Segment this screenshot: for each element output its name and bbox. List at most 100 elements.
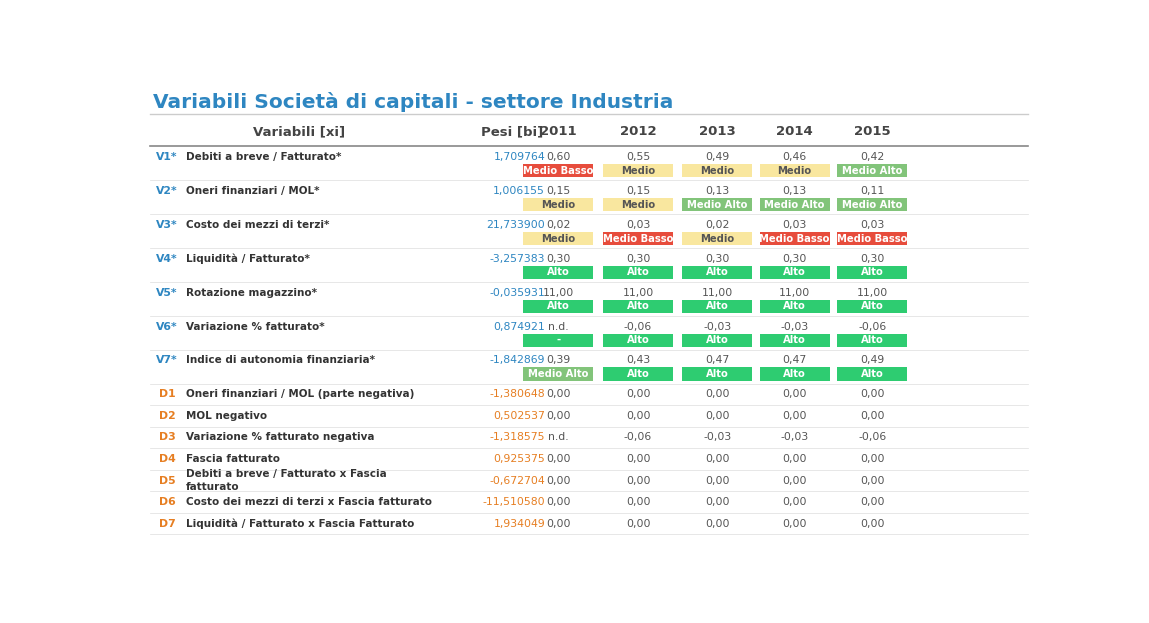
Text: Medio: Medio [700,166,734,176]
Text: 0,00: 0,00 [626,475,650,485]
Text: Alto: Alto [861,369,884,379]
Text: 0,00: 0,00 [704,389,730,399]
Text: -0,06: -0,06 [624,321,653,331]
Text: Medio Basso: Medio Basso [759,234,830,244]
Text: Variabili [xi]: Variabili [xi] [253,125,345,138]
Text: Alto: Alto [705,267,728,277]
Text: 0,39: 0,39 [546,356,570,366]
Text: Medio: Medio [620,199,655,210]
Bar [603,368,673,381]
Text: Medio Alto: Medio Alto [842,199,902,210]
Text: Alto: Alto [626,302,649,312]
Text: Alto: Alto [784,369,805,379]
Bar [603,232,673,245]
Text: 0,30: 0,30 [705,254,730,264]
Text: 11,00: 11,00 [702,288,733,298]
Text: n.d.: n.d. [548,432,569,442]
Text: D5: D5 [159,475,175,485]
Text: Medio Alto: Medio Alto [529,369,588,379]
Bar [683,300,751,313]
Text: D2: D2 [159,411,176,421]
Text: V7*: V7* [156,356,178,366]
Text: 0,00: 0,00 [859,497,885,507]
Text: 0,03: 0,03 [859,220,885,230]
Text: Debiti a breve / Fatturato*: Debiti a breve / Fatturato* [186,152,341,162]
Text: 0,30: 0,30 [859,254,885,264]
Text: Medio: Medio [620,166,655,176]
Text: D6: D6 [159,497,176,507]
Bar [683,368,751,381]
Text: Alto: Alto [705,302,728,312]
Text: Medio: Medio [541,199,576,210]
Text: 2013: 2013 [699,125,735,138]
Text: 0,00: 0,00 [782,497,807,507]
Text: V1*: V1* [156,152,178,162]
Text: 11,00: 11,00 [623,288,654,298]
Text: 0,13: 0,13 [782,186,807,196]
Text: 0,00: 0,00 [859,411,885,421]
Text: Alto: Alto [705,335,728,345]
Text: 0,03: 0,03 [782,220,807,230]
Text: 0,00: 0,00 [626,389,650,399]
Text: Medio: Medio [541,234,576,244]
Text: 0,00: 0,00 [546,497,571,507]
Bar [759,232,830,245]
Text: 0,11: 0,11 [859,186,885,196]
Text: Alto: Alto [861,335,884,345]
Text: 0,00: 0,00 [546,475,571,485]
Text: Medio Alto: Medio Alto [764,199,825,210]
Text: 0,15: 0,15 [626,186,650,196]
Text: Alto: Alto [784,335,805,345]
Text: Medio Alto: Medio Alto [687,199,747,210]
Bar [524,334,593,347]
Text: 0,00: 0,00 [859,389,885,399]
Bar [603,300,673,313]
Text: 0,02: 0,02 [705,220,730,230]
Text: 0,00: 0,00 [782,411,807,421]
Text: 0,30: 0,30 [782,254,807,264]
Text: Liquidità / Fatturato x Fascia Fatturato: Liquidità / Fatturato x Fascia Fatturato [186,518,415,529]
Bar [759,164,830,178]
Text: Alto: Alto [547,267,570,277]
Text: Liquidità / Fatturato*: Liquidità / Fatturato* [186,254,310,264]
Text: -0,03: -0,03 [780,432,809,442]
Text: 0,47: 0,47 [782,356,807,366]
Text: Variabili Società di capitali - settore Industria: Variabili Società di capitali - settore … [153,92,673,113]
Text: 0,00: 0,00 [546,519,571,529]
Text: V4*: V4* [156,254,178,264]
Text: Alto: Alto [784,267,805,277]
Bar [838,368,907,381]
Text: -11,510580: -11,510580 [483,497,545,507]
Text: 0,43: 0,43 [626,356,650,366]
Text: -3,257383: -3,257383 [489,254,545,264]
Text: 0,00: 0,00 [782,389,807,399]
Text: 1,709764: 1,709764 [493,152,545,162]
Text: Costo dei mezzi di terzi*: Costo dei mezzi di terzi* [186,220,330,230]
Text: Medio Basso: Medio Basso [603,234,673,244]
Text: 0,00: 0,00 [782,519,807,529]
Bar [759,198,830,211]
Text: Alto: Alto [705,369,728,379]
Text: D7: D7 [159,519,176,529]
Text: -0,06: -0,06 [624,432,653,442]
Text: -0,03: -0,03 [703,432,731,442]
Text: 0,00: 0,00 [859,454,885,464]
Text: 0,00: 0,00 [704,454,730,464]
Text: V2*: V2* [156,186,178,196]
Bar [759,334,830,347]
Bar [759,300,830,313]
Bar [683,232,751,245]
Bar [683,164,751,178]
Text: -0,672704: -0,672704 [489,475,545,485]
Text: Alto: Alto [626,369,649,379]
Text: -0,03: -0,03 [703,321,731,331]
Bar [524,164,593,178]
Text: -1,318575: -1,318575 [489,432,545,442]
Text: D1: D1 [159,389,175,399]
Bar [838,164,907,178]
Bar [683,198,751,211]
Text: Alto: Alto [784,302,805,312]
Text: -0,06: -0,06 [858,321,886,331]
Text: 0,502537: 0,502537 [493,411,545,421]
Text: Rotazione magazzino*: Rotazione magazzino* [186,288,317,298]
